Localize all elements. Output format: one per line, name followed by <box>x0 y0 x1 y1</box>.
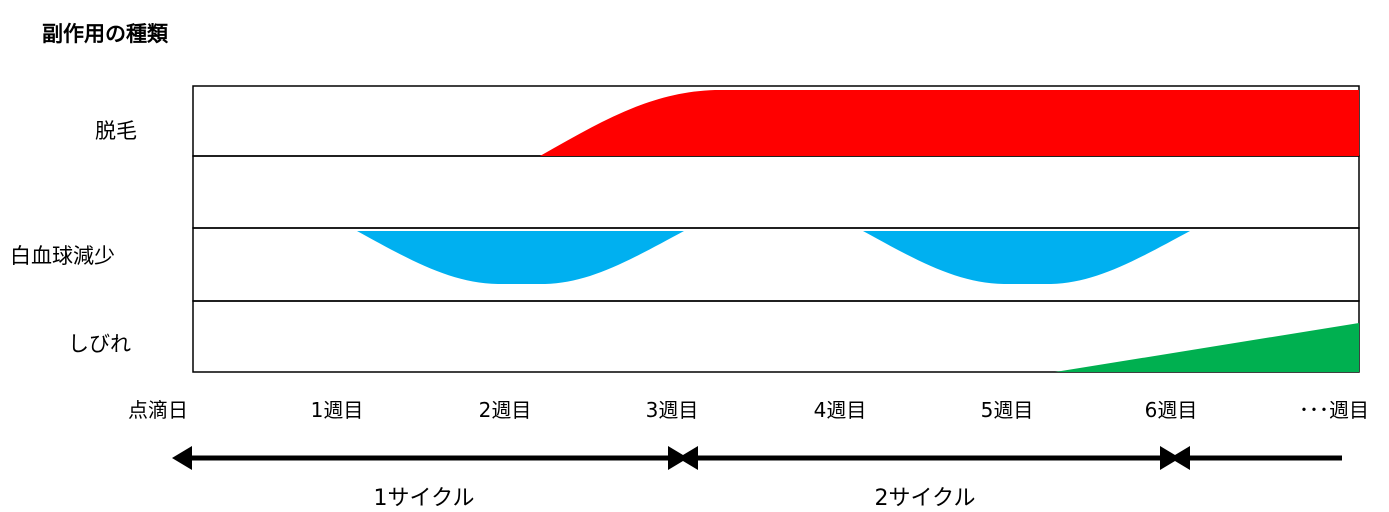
tick-label: 3週目 <box>645 398 699 422</box>
row-label-numbness: しびれ <box>68 332 131 356</box>
numbness-area <box>1055 323 1359 372</box>
tick-label: ･･･週目 <box>1299 398 1369 422</box>
tick-label: 点滴日 <box>128 398 188 422</box>
tick-label: 5週目 <box>980 398 1034 422</box>
wbc-decrease-area-cycle1 <box>357 231 684 284</box>
wbc-decrease-area-cycle2 <box>863 231 1190 284</box>
row-label-hair-loss: 脱毛 <box>95 119 137 143</box>
cycle-label-1: 1サイクル <box>373 486 475 511</box>
hair-loss-area <box>540 90 1359 156</box>
row-box-wbc-decrease <box>192 227 1360 302</box>
diagram-title: 副作用の種類 <box>42 22 168 46</box>
arrowhead-cycle2-start <box>678 446 698 470</box>
tick-label: 1週目 <box>310 398 364 422</box>
row-label-wbc-decrease: 白血球減少 <box>10 244 115 268</box>
tick-label: 4週目 <box>813 398 867 422</box>
arrowhead-left-start <box>172 446 192 470</box>
row-box-empty <box>192 155 1360 229</box>
arrowhead-cycle3-start <box>1170 446 1190 470</box>
cycle-label-2: 2サイクル <box>874 486 976 511</box>
tick-label: 2週目 <box>478 398 532 422</box>
tick-label: 6週目 <box>1144 398 1198 422</box>
